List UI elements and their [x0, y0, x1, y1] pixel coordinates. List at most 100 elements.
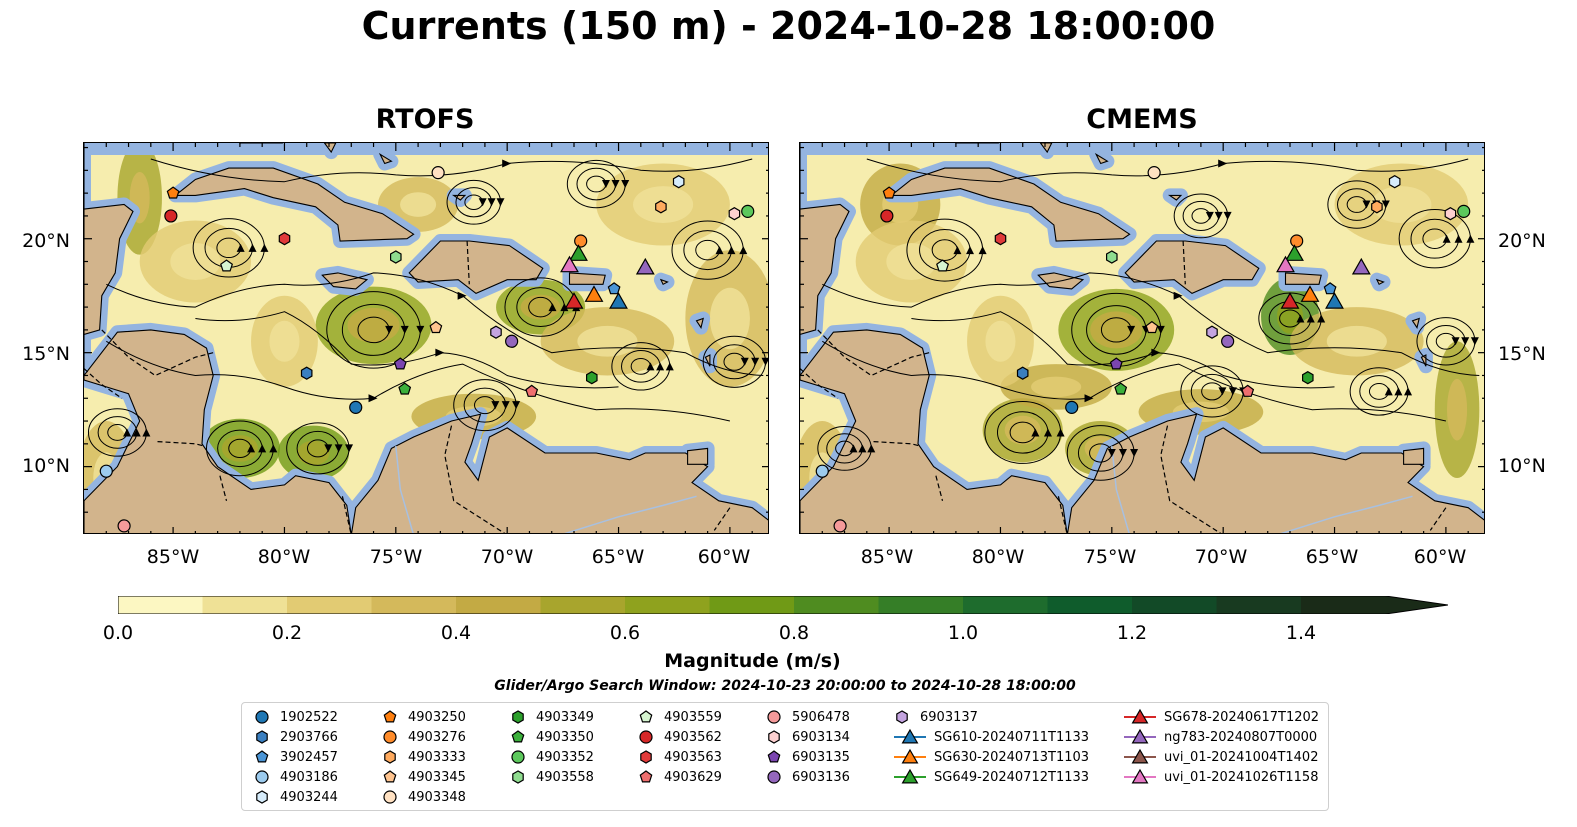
- panel-title-cmems: CMEMS: [1086, 104, 1198, 135]
- streamline-arrow: [247, 444, 256, 453]
- argo-float-3902457: [607, 282, 621, 295]
- colorbar: [118, 596, 1448, 614]
- argo-float-6903137: [1206, 325, 1218, 339]
- colorbar-tick-4: 0.8: [778, 622, 810, 644]
- legend-marker: [384, 750, 396, 764]
- country-border: [1182, 240, 1186, 285]
- legend-marker-hexagon: [896, 710, 908, 724]
- legend-label: 4903562: [664, 730, 722, 745]
- streamline-arrow: [761, 357, 768, 366]
- northern-ocean-strip: [800, 143, 1484, 155]
- legend-label: 4903333: [408, 750, 466, 765]
- legend-label: uvi_01-20241004T1402: [1164, 750, 1319, 765]
- legend-label: 4903345: [408, 770, 466, 785]
- argo-float-4903345: [429, 320, 443, 334]
- legend-marker: [256, 790, 268, 804]
- streamline-arrow: [324, 444, 333, 453]
- argo-float-2903766: [300, 366, 313, 380]
- legend-marker-pentagon: [511, 730, 525, 743]
- legend-marker: [512, 710, 524, 724]
- legend-marker-hexagon: [256, 790, 268, 804]
- magnitude-patch-core: [1004, 415, 1041, 445]
- argo-float-6903134: [728, 207, 741, 221]
- country-border: [1057, 496, 1068, 533]
- streamline-arrow: [1056, 428, 1065, 437]
- northern-ocean-strip: [84, 143, 768, 155]
- glider-uvi_01-20241026T1158: [1276, 255, 1295, 273]
- streamline-arrow: [1043, 428, 1052, 437]
- landmass: [84, 203, 134, 335]
- streamline-arrow: [1173, 291, 1183, 300]
- streamline-arrow: [334, 444, 343, 453]
- legend-marker: [383, 730, 397, 744]
- streamline-arrow: [740, 357, 749, 366]
- map-canvas-cmems: [800, 143, 1484, 533]
- legend-label: SG678-20240617T1202: [1164, 710, 1320, 725]
- magnitude-patch-core: [170, 243, 221, 280]
- colorbar-outline: [118, 596, 1448, 614]
- argo-float-6903136: [505, 334, 519, 348]
- legend-marker-pentagon: [383, 770, 397, 783]
- streamline-arrow: [1394, 387, 1403, 396]
- colorbar-segment: [1216, 596, 1302, 614]
- landmass: [800, 203, 850, 335]
- colorbar-segment: [1301, 596, 1386, 614]
- streamline-arrow: [123, 428, 132, 437]
- magnitude-patch-core: [221, 435, 258, 462]
- country-border: [466, 240, 470, 285]
- landmass: [1167, 194, 1183, 201]
- streamline-arrow: [978, 246, 987, 255]
- streamline-arrow: [1118, 448, 1127, 457]
- streamline-arrow: [1296, 314, 1305, 323]
- country-border: [817, 329, 930, 377]
- legend-marker: [639, 770, 653, 783]
- river: [1111, 446, 1130, 533]
- legend-marker: [894, 768, 926, 784]
- river: [395, 446, 414, 533]
- country-border: [219, 475, 228, 501]
- colorbar-tick-3: 0.6: [609, 622, 641, 644]
- streamline-arrow: [258, 444, 267, 453]
- country-border: [341, 496, 352, 533]
- landmass: [659, 278, 669, 286]
- legend-marker-circle: [255, 770, 269, 784]
- lat-label-10n-left: 10°N: [22, 455, 70, 477]
- landmass: [1284, 272, 1322, 285]
- streamlines: [817, 158, 1480, 481]
- argo-float-1902522: [349, 400, 363, 414]
- legend-marker: [896, 710, 908, 724]
- legend-marker-triangle: [1131, 708, 1149, 724]
- streamline-arrow: [1466, 234, 1475, 243]
- legend-label: 4903250: [408, 710, 466, 725]
- legend: 1902522 2903766 3902457 4903186 4903244 49032…: [241, 702, 1329, 811]
- colorbar-tick-1: 0.2: [271, 622, 303, 644]
- legend-marker-hexagon: [768, 730, 780, 744]
- streamline-arrow: [621, 180, 630, 189]
- argo-float-4903333: [1371, 200, 1383, 214]
- legend-marker: [511, 750, 525, 764]
- streamline-arrow: [665, 362, 674, 371]
- argo-float-4903244: [1388, 175, 1401, 189]
- streamline-arrow: [1384, 387, 1393, 396]
- lat-label-15n-right: 15°N: [1498, 343, 1546, 365]
- legend-label: SG610-20240711T1133: [934, 730, 1090, 745]
- legend-marker: [383, 710, 397, 723]
- lon-label-80w-right: 80°W: [971, 546, 1025, 568]
- streamline-arrow: [858, 444, 867, 453]
- argo-float-4903562: [880, 209, 894, 223]
- legend-marker-hexagon: [512, 710, 524, 724]
- legend-label: 6903136: [792, 770, 850, 785]
- legend-label: SG649-20240712T1133: [934, 770, 1090, 785]
- streamline-arrow: [1404, 387, 1413, 396]
- magnitude-patch-core: [520, 294, 561, 320]
- streamline-arrow: [739, 246, 748, 255]
- legend-marker-triangle: [1131, 748, 1149, 764]
- country-border: [800, 368, 839, 399]
- argo-float-4903629: [1241, 384, 1255, 397]
- river: [1280, 495, 1413, 533]
- argo-float-4903349: [1302, 371, 1314, 385]
- legend-marker-hexagon: [384, 750, 396, 764]
- argo-float-4903345: [1145, 320, 1159, 334]
- streamline-arrow: [1451, 337, 1460, 346]
- legend-label: ng783-20240807T0000: [1164, 730, 1318, 745]
